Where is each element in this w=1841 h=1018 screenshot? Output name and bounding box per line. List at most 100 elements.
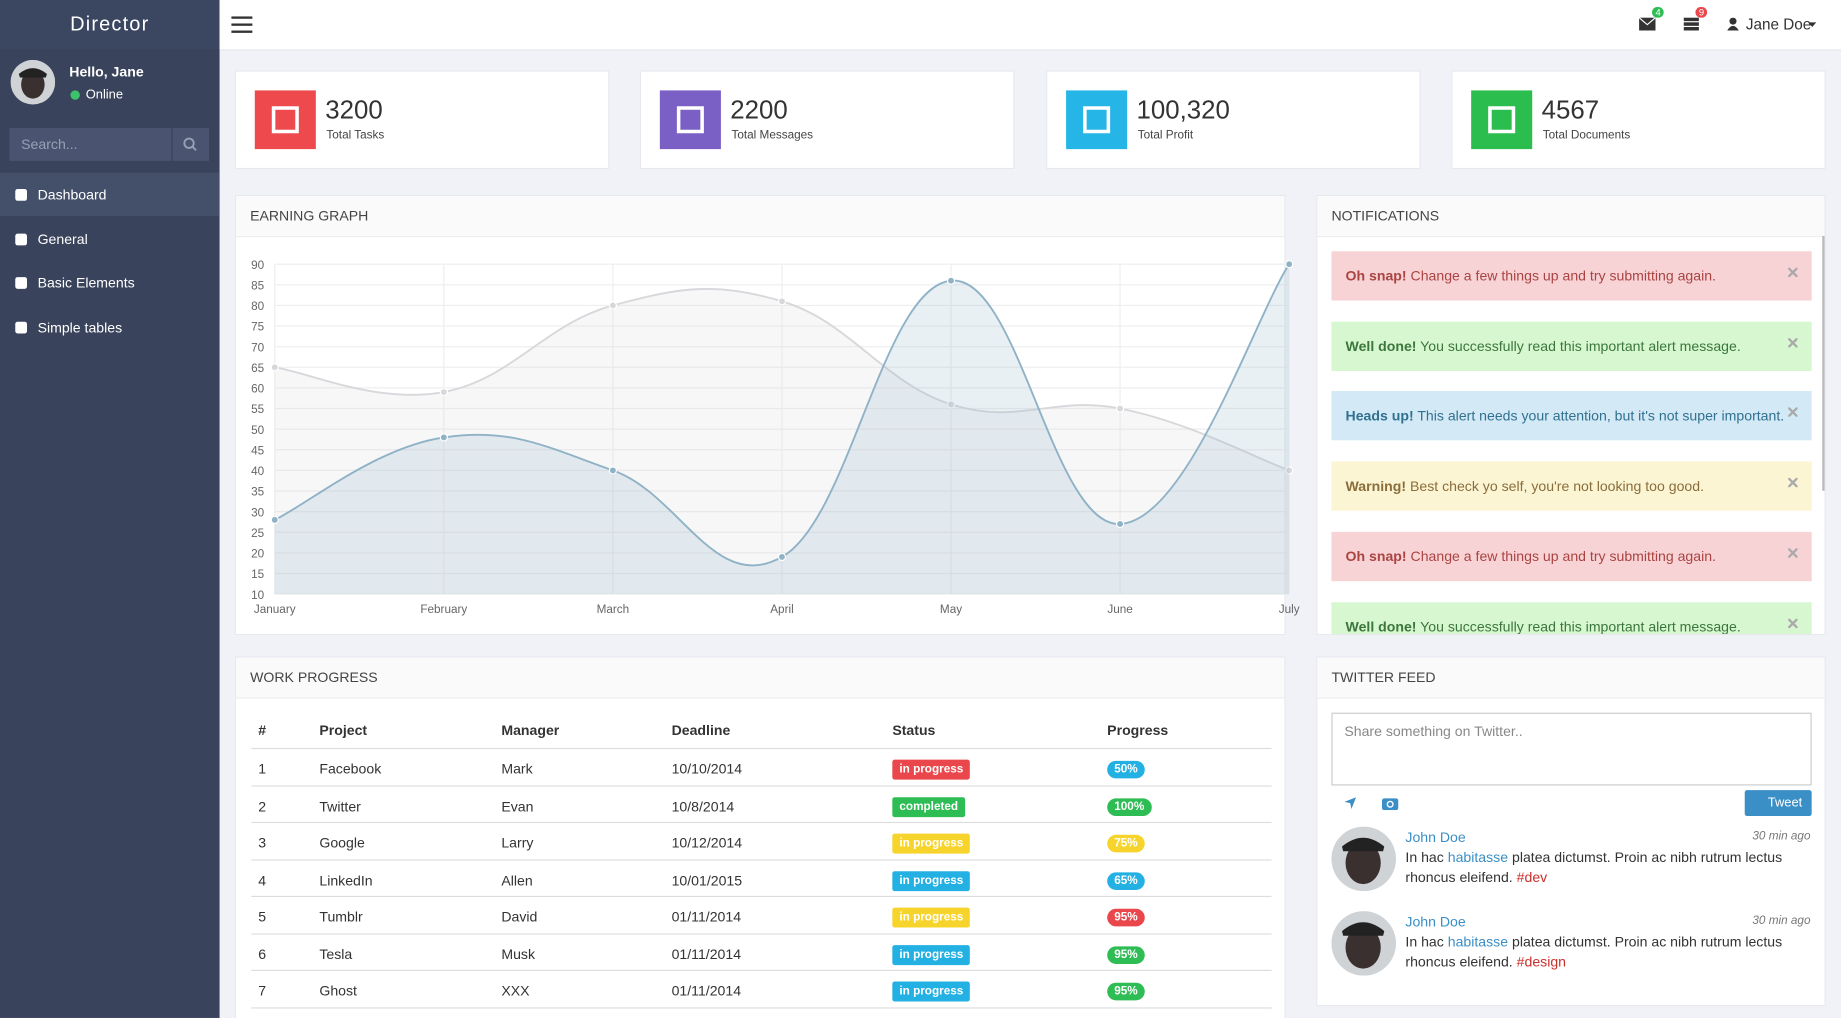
- alert: Heads up! This alert needs your attentio…: [1331, 391, 1812, 441]
- point: [608, 301, 617, 310]
- stat-card: 3200 Total Tasks: [234, 70, 610, 170]
- post-link[interactable]: habitasse: [1447, 933, 1509, 950]
- menu-icon: [15, 233, 28, 245]
- alert-text: You successfully read this important ale…: [1420, 618, 1741, 635]
- post-body: In hac habitasse platea dictumst. Proin …: [1405, 932, 1804, 972]
- column-header: Project: [319, 722, 368, 739]
- menu-icon: [15, 321, 28, 333]
- tweet-input[interactable]: Share something on Twitter..: [1331, 712, 1812, 786]
- alert: Oh snap! Change a few things up and try …: [1331, 531, 1812, 581]
- cell: 01/11/2014: [671, 982, 742, 1000]
- point: [777, 552, 787, 562]
- cell: 1: [258, 760, 267, 778]
- alert: Warning! Best check yo self, you're not …: [1331, 461, 1812, 511]
- alert-close[interactable]: [1787, 457, 1799, 506]
- alert-close[interactable]: [1787, 597, 1799, 634]
- alert: Well done! You successfully read this im…: [1331, 321, 1812, 371]
- progress-pill: 65%: [1107, 871, 1145, 890]
- camera-icon[interactable]: [1381, 796, 1399, 811]
- search-input[interactable]: Search...: [9, 127, 172, 161]
- y-tick-label: 80: [251, 300, 265, 313]
- post-text: platea dictumst. Proin ac nibh rutrum le…: [1405, 848, 1783, 886]
- post-link[interactable]: habitasse: [1447, 848, 1509, 866]
- status-label: completed: [892, 796, 966, 817]
- cell: 01/11/2014: [671, 945, 742, 963]
- post-tag[interactable]: #dev: [1516, 868, 1548, 886]
- cell: Tumblr: [319, 908, 363, 926]
- earning-panel: EARNING GRAPH 10 15 20 25 30 35 40 45 50 55 60 65 70…: [234, 194, 1300, 636]
- point: [1285, 466, 1294, 475]
- y-tick-label: 90: [251, 259, 265, 272]
- x-tick-label: February: [420, 603, 467, 616]
- user-icon: [1727, 17, 1739, 31]
- point: [270, 515, 279, 524]
- menu-item[interactable]: Basic Elements: [0, 261, 220, 304]
- row-rule: [251, 932, 1272, 935]
- alert-title: Oh snap!: [1345, 267, 1407, 285]
- cell: 10/12/2014: [671, 834, 743, 852]
- chart: 10 15 20 25 30 35 40 45 50 55 60 65 70 75 80 85 90 Januar…: [251, 259, 1300, 616]
- stat-icon: [1471, 90, 1533, 150]
- cell: XXX: [501, 982, 530, 1000]
- status-label: in progress: [892, 981, 971, 1002]
- tasks-icon[interactable]: [1683, 17, 1699, 31]
- status-label: in progress: [892, 870, 971, 891]
- caret: [1808, 22, 1817, 28]
- menu-item[interactable]: Dashboard: [0, 172, 220, 217]
- cell: 4: [258, 871, 267, 889]
- alert-title: Well done!: [1345, 618, 1417, 635]
- progress-pill: 95%: [1107, 982, 1145, 1001]
- topbar: 4 9 Jane Doe: [219, 0, 1841, 51]
- panel-title: EARNING GRAPH: [235, 196, 1285, 238]
- alert-title: Well done!: [1345, 337, 1417, 355]
- menu-label: Basic Elements: [37, 274, 135, 292]
- y-tick-label: 55: [251, 403, 265, 416]
- cell: Tesla: [319, 945, 353, 963]
- point: [270, 363, 279, 372]
- panel-title: WORK PROGRESS: [235, 657, 1285, 699]
- post-author[interactable]: John Doe: [1405, 913, 1466, 930]
- menu-icon: [15, 277, 28, 289]
- y-tick-label: 85: [251, 279, 265, 292]
- menu-item[interactable]: General: [0, 217, 220, 260]
- alert-text: You successfully read this important ale…: [1420, 337, 1741, 355]
- mail-icon[interactable]: [1639, 17, 1656, 31]
- menu-toggle[interactable]: [231, 15, 253, 34]
- post-author[interactable]: John Doe: [1405, 828, 1466, 846]
- point: [439, 433, 448, 442]
- cell: David: [501, 908, 538, 926]
- cell: 6: [258, 945, 267, 963]
- alert-close[interactable]: [1787, 387, 1799, 436]
- cell: Google: [319, 834, 365, 852]
- header-rule: [251, 747, 1272, 750]
- y-tick-label: 75: [251, 321, 265, 334]
- work-panel: WORK PROGRESS # Project Manager Deadline Sta…: [234, 656, 1286, 1018]
- alert-close[interactable]: [1787, 527, 1799, 576]
- cell: 5: [258, 908, 267, 926]
- progress-pill: 95%: [1107, 945, 1145, 964]
- post-tag[interactable]: #design: [1516, 953, 1567, 970]
- brand[interactable]: Director: [0, 0, 220, 50]
- search-button[interactable]: [172, 127, 209, 161]
- status-dot: [70, 90, 80, 100]
- cell: 2: [258, 797, 267, 815]
- alert: Oh snap! Change a few things up and try …: [1331, 251, 1812, 301]
- stat-label: Total Documents: [1542, 129, 1631, 143]
- row-rule: [251, 969, 1272, 971]
- menu-label: General: [37, 230, 88, 248]
- location-icon[interactable]: [1343, 796, 1357, 810]
- row-rule: [251, 784, 1272, 787]
- cell: 10/10/2014: [671, 760, 743, 778]
- status-label: in progress: [892, 944, 971, 965]
- user-menu[interactable]: Jane Doe: [1745, 15, 1812, 33]
- sidebar: Director Hello, Jane Online Search... Da…: [0, 0, 220, 1018]
- menu-item[interactable]: Simple tables: [0, 305, 220, 348]
- tweet-button[interactable]: Tweet: [1744, 790, 1812, 817]
- y-tick-label: 60: [251, 383, 265, 396]
- scrollbar[interactable]: [1822, 235, 1825, 491]
- alert-text: Change a few things up and try submittin…: [1410, 548, 1716, 565]
- post-text: In hac: [1405, 848, 1444, 866]
- alert-close[interactable]: [1787, 247, 1799, 296]
- alert-close[interactable]: [1787, 317, 1799, 366]
